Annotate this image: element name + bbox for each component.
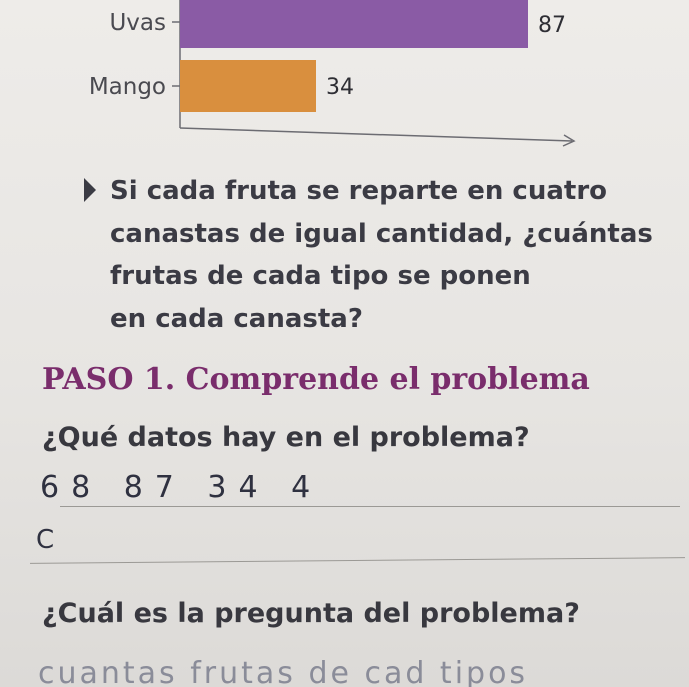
- data-label: 34: [326, 75, 354, 100]
- bar-mango: [180, 60, 316, 112]
- question-line: Si cada fruta se reparte en cuatro: [110, 176, 608, 206]
- answer-line: [30, 557, 685, 564]
- data-question-prompt: ¿Qué datos hay en el problema?: [42, 422, 530, 453]
- question-bullet-icon: [84, 178, 96, 202]
- category-label: Uvas: [109, 10, 166, 36]
- handwritten-answer-3: cuantas frutas de cad tipos: [38, 656, 529, 687]
- x-axis-line: [179, 127, 573, 142]
- bar-chart-svg: Uvas 87 Mango 34: [89, 0, 576, 147]
- bar-chart: Uvas 87 Mango 34: [0, 0, 689, 160]
- data-label: 87: [538, 13, 566, 38]
- category-label: Mango: [89, 74, 166, 100]
- question-line: en cada canasta?: [110, 303, 363, 334]
- main-question-prompt: ¿Cuál es la pregunta del problema?: [42, 598, 580, 629]
- question-line: frutas de cada tipo se ponen: [110, 261, 531, 291]
- step-title: PASO 1. Comprende el problema: [42, 362, 590, 397]
- handwritten-answer-2: C: [36, 525, 67, 555]
- handwritten-answer-1: 68 87 34 4: [40, 470, 323, 505]
- x-axis-arrow-icon: [562, 134, 576, 147]
- problem-question: Si cada fruta se reparte en cuatro canas…: [110, 170, 680, 340]
- answer-line: [60, 506, 680, 507]
- bar-uvas: [180, 0, 528, 48]
- question-line: canastas de igual cantidad, ¿cuántas: [110, 218, 653, 249]
